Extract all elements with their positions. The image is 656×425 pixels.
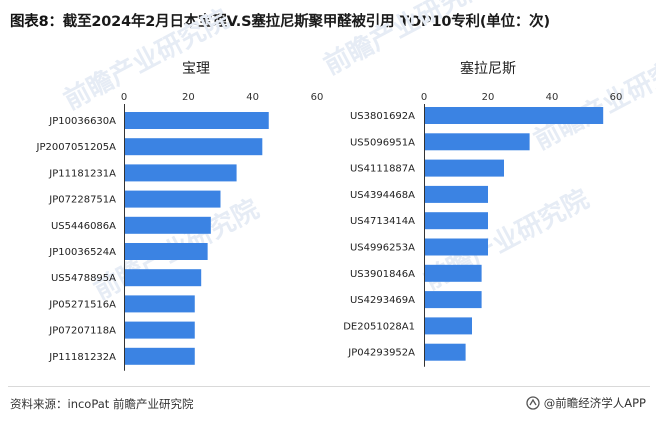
- category-label: JP05271516A: [48, 299, 116, 310]
- bar: [125, 269, 202, 287]
- bar: [425, 238, 488, 256]
- category-label: JP04293952A: [347, 348, 415, 359]
- category-label: JP2007051205A: [36, 142, 117, 153]
- category-label: DE2051028A1: [343, 321, 415, 332]
- bar: [125, 190, 221, 208]
- chart-panel-baoli: 宝理 0 20 40 60 JP10036630A JP2007051205A JP11181…: [36, 61, 324, 371]
- bar: [425, 291, 482, 309]
- x-tick-label: 40: [546, 92, 559, 103]
- bar: [425, 317, 472, 335]
- bar: [125, 295, 195, 313]
- category-label: US4996253A: [350, 243, 415, 254]
- category-label: US3901846A: [350, 269, 415, 280]
- title-text: 截至2024年2月日本宝理V.S塞拉尼斯聚甲醛被引用 TOP10专利(单位：次): [62, 14, 550, 30]
- bar: [425, 212, 488, 230]
- category-label: US3801692A: [350, 111, 415, 122]
- bar: [125, 347, 195, 365]
- bar: [425, 133, 530, 151]
- panel-title: 宝理: [182, 61, 210, 77]
- bar: [125, 138, 263, 156]
- bar: [425, 264, 482, 282]
- category-label: US5446086A: [51, 221, 116, 232]
- brand-logo-icon: [526, 396, 540, 410]
- title-label: 图表8：: [10, 14, 63, 30]
- bar: [425, 343, 466, 361]
- x-tick-label: 60: [311, 92, 324, 103]
- bar: [125, 216, 211, 234]
- x-tick-label: 40: [246, 92, 259, 103]
- bar: [425, 159, 504, 177]
- category-label: JP07228751A: [48, 195, 116, 206]
- category-label: JP10036630A: [48, 116, 116, 127]
- category-label: JP07207118A: [48, 326, 116, 337]
- chart-panel-celanese: 塞拉尼斯 0 20 40 60 US3801692A US5096951A US4111887…: [343, 60, 622, 367]
- source-note: 资料来源：incoPat 前瞻产业研究院: [10, 397, 194, 411]
- footer-divider: [8, 386, 650, 387]
- bar: [125, 112, 269, 129]
- category-label: US5096951A: [350, 137, 415, 148]
- brand-text: @前瞻经济学人APP: [543, 396, 646, 410]
- panel-title: 塞拉尼斯: [460, 60, 516, 77]
- page-title: 图表8：截至2024年2月日本宝理V.S塞拉尼斯聚甲醛被引用 TOP10专利(单…: [10, 10, 650, 31]
- x-tick-label: 20: [482, 92, 495, 103]
- brand-credit: @前瞻经济学人APP: [526, 395, 646, 411]
- category-label: JP11181232A: [48, 352, 116, 363]
- category-label: US4394468A: [350, 190, 415, 201]
- bar: [125, 243, 208, 260]
- x-tick-label: 0: [421, 92, 427, 103]
- category-label: US4713414A: [350, 216, 415, 227]
- x-tick-label: 20: [182, 92, 195, 103]
- x-tick-label: 60: [610, 92, 623, 103]
- category-label: JP10036524A: [48, 247, 116, 258]
- bar: [125, 321, 195, 339]
- bar: [125, 164, 237, 182]
- bar: [425, 185, 488, 203]
- x-tick-label: 0: [121, 92, 127, 103]
- category-label: US4293469A: [350, 295, 415, 306]
- category-label: US5478895A: [51, 273, 116, 284]
- category-label: JP11181231A: [48, 168, 116, 179]
- bar: [425, 107, 604, 124]
- category-label: US4111887A: [350, 164, 415, 175]
